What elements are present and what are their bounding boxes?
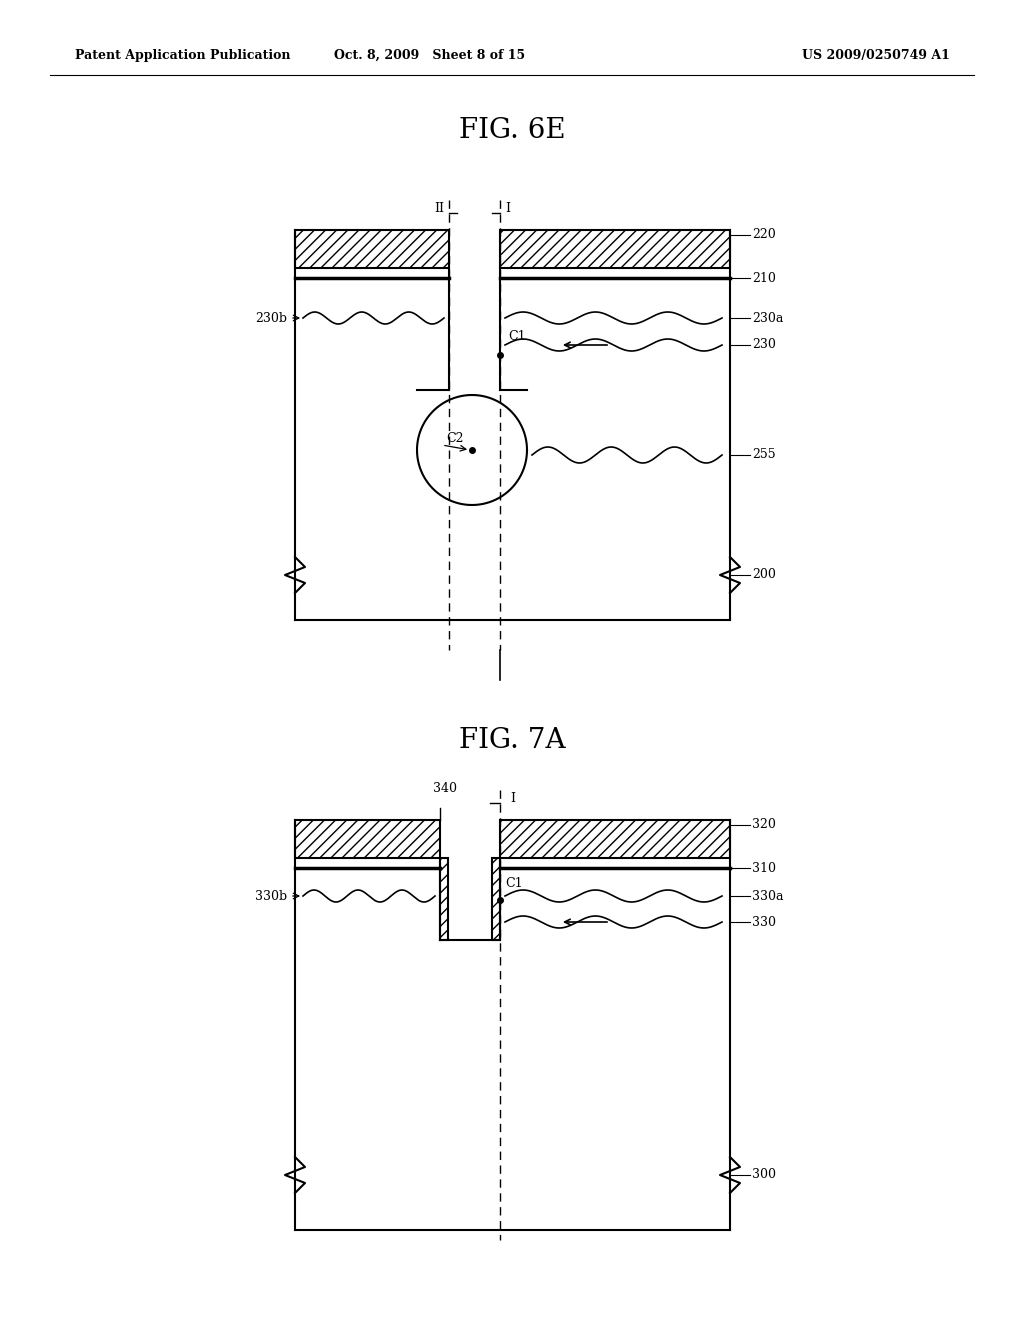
Text: Patent Application Publication: Patent Application Publication xyxy=(75,49,291,62)
Text: 330: 330 xyxy=(752,916,776,928)
Text: US 2009/0250749 A1: US 2009/0250749 A1 xyxy=(802,49,950,62)
Text: 340: 340 xyxy=(433,781,457,795)
Text: C2: C2 xyxy=(446,432,464,445)
Bar xyxy=(295,230,449,268)
Text: 300: 300 xyxy=(752,1168,776,1181)
Text: 230b: 230b xyxy=(255,312,287,325)
Text: 330b: 330b xyxy=(255,890,287,903)
Bar xyxy=(440,858,449,940)
Text: 330a: 330a xyxy=(752,890,783,903)
Bar xyxy=(492,858,500,940)
Text: 230: 230 xyxy=(752,338,776,351)
Text: 255: 255 xyxy=(752,449,775,462)
Bar xyxy=(295,820,440,858)
Text: Oct. 8, 2009   Sheet 8 of 15: Oct. 8, 2009 Sheet 8 of 15 xyxy=(335,49,525,62)
Text: FIG. 7A: FIG. 7A xyxy=(459,726,565,754)
Bar xyxy=(500,820,730,858)
Text: 210: 210 xyxy=(752,272,776,285)
Text: 320: 320 xyxy=(752,818,776,832)
Text: I: I xyxy=(505,202,510,214)
Bar xyxy=(500,230,730,268)
Text: I: I xyxy=(510,792,515,804)
Text: FIG. 6E: FIG. 6E xyxy=(459,116,565,144)
Text: II: II xyxy=(434,202,444,214)
Text: 200: 200 xyxy=(752,569,776,582)
Text: 310: 310 xyxy=(752,862,776,874)
Text: C1: C1 xyxy=(505,876,522,890)
Text: 230a: 230a xyxy=(752,312,783,325)
Text: C1: C1 xyxy=(508,330,525,343)
Text: 220: 220 xyxy=(752,228,776,242)
